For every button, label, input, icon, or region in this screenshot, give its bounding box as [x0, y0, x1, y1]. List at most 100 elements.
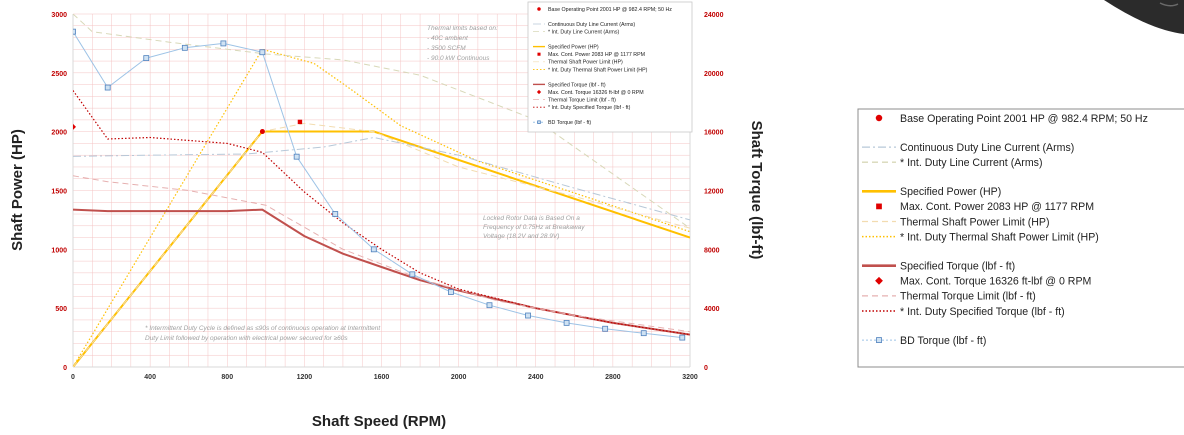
legend-label: * Int. Duty Line Current (Arms) — [548, 30, 619, 36]
outer-legend-item: Thermal Shaft Power Limit (HP) — [862, 216, 1050, 228]
outer-legend-item: Continuous Duty Line Current (Arms) — [862, 142, 1074, 154]
inner-legend-item: Specified Torque (lbf - ft) — [533, 82, 606, 88]
y-left-tick-label: 1500 — [51, 189, 67, 196]
thermal-note-line: Thermal limits based on: — [427, 25, 498, 32]
series-int-duty-thermal-shaft-power-limit-hp — [73, 48, 690, 367]
outer-legend-item: * Int. Duty Line Current (Arms) — [862, 157, 1042, 169]
series-group — [73, 14, 690, 367]
inner-legend-item: * Int. Duty Specified Torque (lbf - ft) — [533, 105, 631, 111]
y-left-tick-label: 2500 — [51, 71, 67, 78]
y-right-tick-label: 16000 — [704, 130, 724, 137]
y-right-tick-label: 20000 — [704, 71, 724, 78]
bd-torque-marker — [259, 49, 266, 56]
bd-torque-marker — [409, 271, 416, 278]
outer-legend-item: * Int. Duty Specified Torque (lbf - ft) — [862, 306, 1065, 318]
legend-marker-swatch — [876, 203, 882, 210]
inner-legend-item: Specified Power (HP) — [533, 45, 599, 51]
inner-legend-item: Thermal Shaft Power Limit (HP) — [533, 60, 623, 66]
outer-legend-item: Thermal Torque Limit (lbf - ft) — [862, 291, 1036, 303]
y-left-tick-label: 0 — [63, 365, 67, 372]
x-tick-label: 800 — [221, 374, 233, 381]
bd-torque-marker — [73, 28, 76, 35]
inner-legend-item: BD Torque (lbf - ft) — [533, 120, 591, 126]
y-left-tick-label: 1000 — [51, 247, 67, 254]
legend-label: Max. Cont. Torque 16326 ft-lbf @ 0 RPM — [548, 90, 644, 96]
y-axis-right-label: Shaft Torque (lbf-ft) — [748, 121, 765, 260]
outer-legend-item: * Int. Duty Thermal Shaft Power Limit (H… — [862, 231, 1099, 243]
bd-torque-marker — [104, 84, 111, 91]
bd-torque-marker — [332, 211, 339, 217]
bd-torque-marker — [602, 325, 609, 332]
y-left-tick-label: 2000 — [51, 130, 67, 137]
bd-torque-marker — [486, 302, 493, 309]
grid — [72, 13, 691, 368]
point-marker — [297, 119, 303, 125]
x-tick-label: 2000 — [451, 374, 467, 381]
y-left-tick-label: 3000 — [51, 12, 67, 19]
legend-label: Base Operating Point 2001 HP @ 982.4 RPM… — [900, 113, 1148, 125]
y-right-tick-label: 8000 — [704, 247, 720, 254]
legend-label: * Int. Duty Specified Torque (lbf - ft) — [548, 105, 631, 111]
inner-legend: Base Operating Point 2001 HP @ 982.4 RPM… — [527, 1, 693, 133]
inner-legend-item: * Int. Duty Thermal Shaft Power Limit (H… — [533, 67, 648, 73]
series-continuous-duty-line-current-arms — [73, 137, 690, 221]
inner-legend-item: Max. Cont. Torque 16326 ft-lbf @ 0 RPM — [536, 89, 644, 96]
bd-torque-marker — [563, 319, 570, 326]
locked-note-line: Locked Rotor Data is Based On a — [483, 215, 580, 222]
outer-legend-item: Base Operating Point 2001 HP @ 982.4 RPM… — [875, 113, 1148, 125]
bd-torque-marker — [143, 55, 150, 62]
legend-marker-swatch — [875, 114, 883, 122]
legend-label: Thermal Torque Limit (lbf - ft) — [548, 98, 616, 104]
legend-label: Base Operating Point 2001 HP @ 982.4 RPM… — [548, 7, 672, 13]
inner-legend-item: Thermal Torque Limit (lbf - ft) — [533, 98, 616, 104]
legend-label: * Int. Duty Thermal Shaft Power Limit (H… — [900, 231, 1099, 243]
legend-marker-swatch — [537, 52, 541, 56]
legend-label: Specified Power (HP) — [900, 186, 1001, 198]
inner-legend-item: * Int. Duty Line Current (Arms) — [533, 30, 619, 36]
legend-marker-swatch — [537, 7, 541, 11]
bd-torque-marker — [181, 44, 188, 51]
legend-label: Continuous Duty Line Current (Arms) — [900, 142, 1074, 154]
y-right-tick-label: 24000 — [704, 12, 724, 19]
bd-torque-marker — [293, 153, 300, 160]
legend-label: Thermal Shaft Power Limit (HP) — [900, 216, 1050, 228]
thermal-note-line: - 3500 SCFM — [427, 45, 466, 52]
legend-label: Max. Cont. Torque 16326 ft-lbf @ 0 RPM — [900, 276, 1091, 288]
tick-labels: 0 400 800 1200 1600 2000 2400 2800 3200 0 500 1000 1… — [51, 12, 723, 381]
thermal-note: Thermal limits based on: - 40C ambient -… — [427, 25, 498, 62]
outer-legend: Base Operating Point 2001 HP @ 982.4 RPM… — [857, 108, 1184, 368]
x-tick-label: 400 — [144, 374, 156, 381]
bd-torque-marker — [448, 289, 454, 295]
legend-label: Continuous Duty Line Current (Arms) — [548, 22, 635, 28]
thermal-note-line: - 40C ambient — [427, 35, 469, 42]
y-right-tick-label: 12000 — [704, 189, 724, 196]
locked-note-line: Frequency of 0.75Hz at Breakaway — [483, 224, 585, 231]
thermal-note-line: - 90.0 kW Continuous — [427, 55, 490, 62]
series-int-duty-specified-torque-lbf-ft — [73, 90, 690, 336]
locked-rotor-note: Locked Rotor Data is Based On a Frequenc… — [483, 215, 585, 240]
bd-torque-marker — [640, 330, 647, 337]
point-marker — [259, 129, 265, 135]
bd-torque-marker — [525, 312, 531, 319]
legend-marker-swatch — [876, 337, 882, 344]
intermittent-note: * Intermittent Duty Cycle is defined as … — [145, 325, 381, 342]
locked-note-line: Voltage (18.2V and 28.9V) — [483, 233, 559, 240]
inner-legend-item: Max. Cont. Power 2083 HP @ 1177 RPM — [537, 52, 645, 58]
legend-label: Thermal Torque Limit (lbf - ft) — [900, 291, 1036, 303]
legend-label: Max. Cont. Power 2083 HP @ 1177 RPM — [900, 201, 1094, 213]
legend-label: * Int. Duty Line Current (Arms) — [900, 157, 1042, 169]
series-thermal-torque-limit-lbf-ft — [73, 175, 690, 333]
corner-decoration — [1104, 0, 1184, 34]
legend-label: Max. Cont. Power 2083 HP @ 1177 RPM — [548, 52, 645, 58]
legend-label: BD Torque (lbf - ft) — [900, 335, 986, 347]
y-axis-left-label: Shaft Power (HP) — [9, 129, 26, 251]
bd-torque-marker — [679, 334, 686, 341]
corner-decoration-shine — [1159, 2, 1179, 7]
legend-label: Specified Torque (lbf - ft) — [548, 82, 606, 88]
legend-label: Specified Torque (lbf - ft) — [900, 261, 1015, 273]
outer-legend-item: Specified Power (HP) — [862, 186, 1001, 198]
intermittent-note-line: Duty Limit followed by operation with el… — [145, 335, 348, 342]
x-tick-label: 2400 — [528, 374, 544, 381]
inner-legend-item: Continuous Duty Line Current (Arms) — [533, 22, 635, 28]
